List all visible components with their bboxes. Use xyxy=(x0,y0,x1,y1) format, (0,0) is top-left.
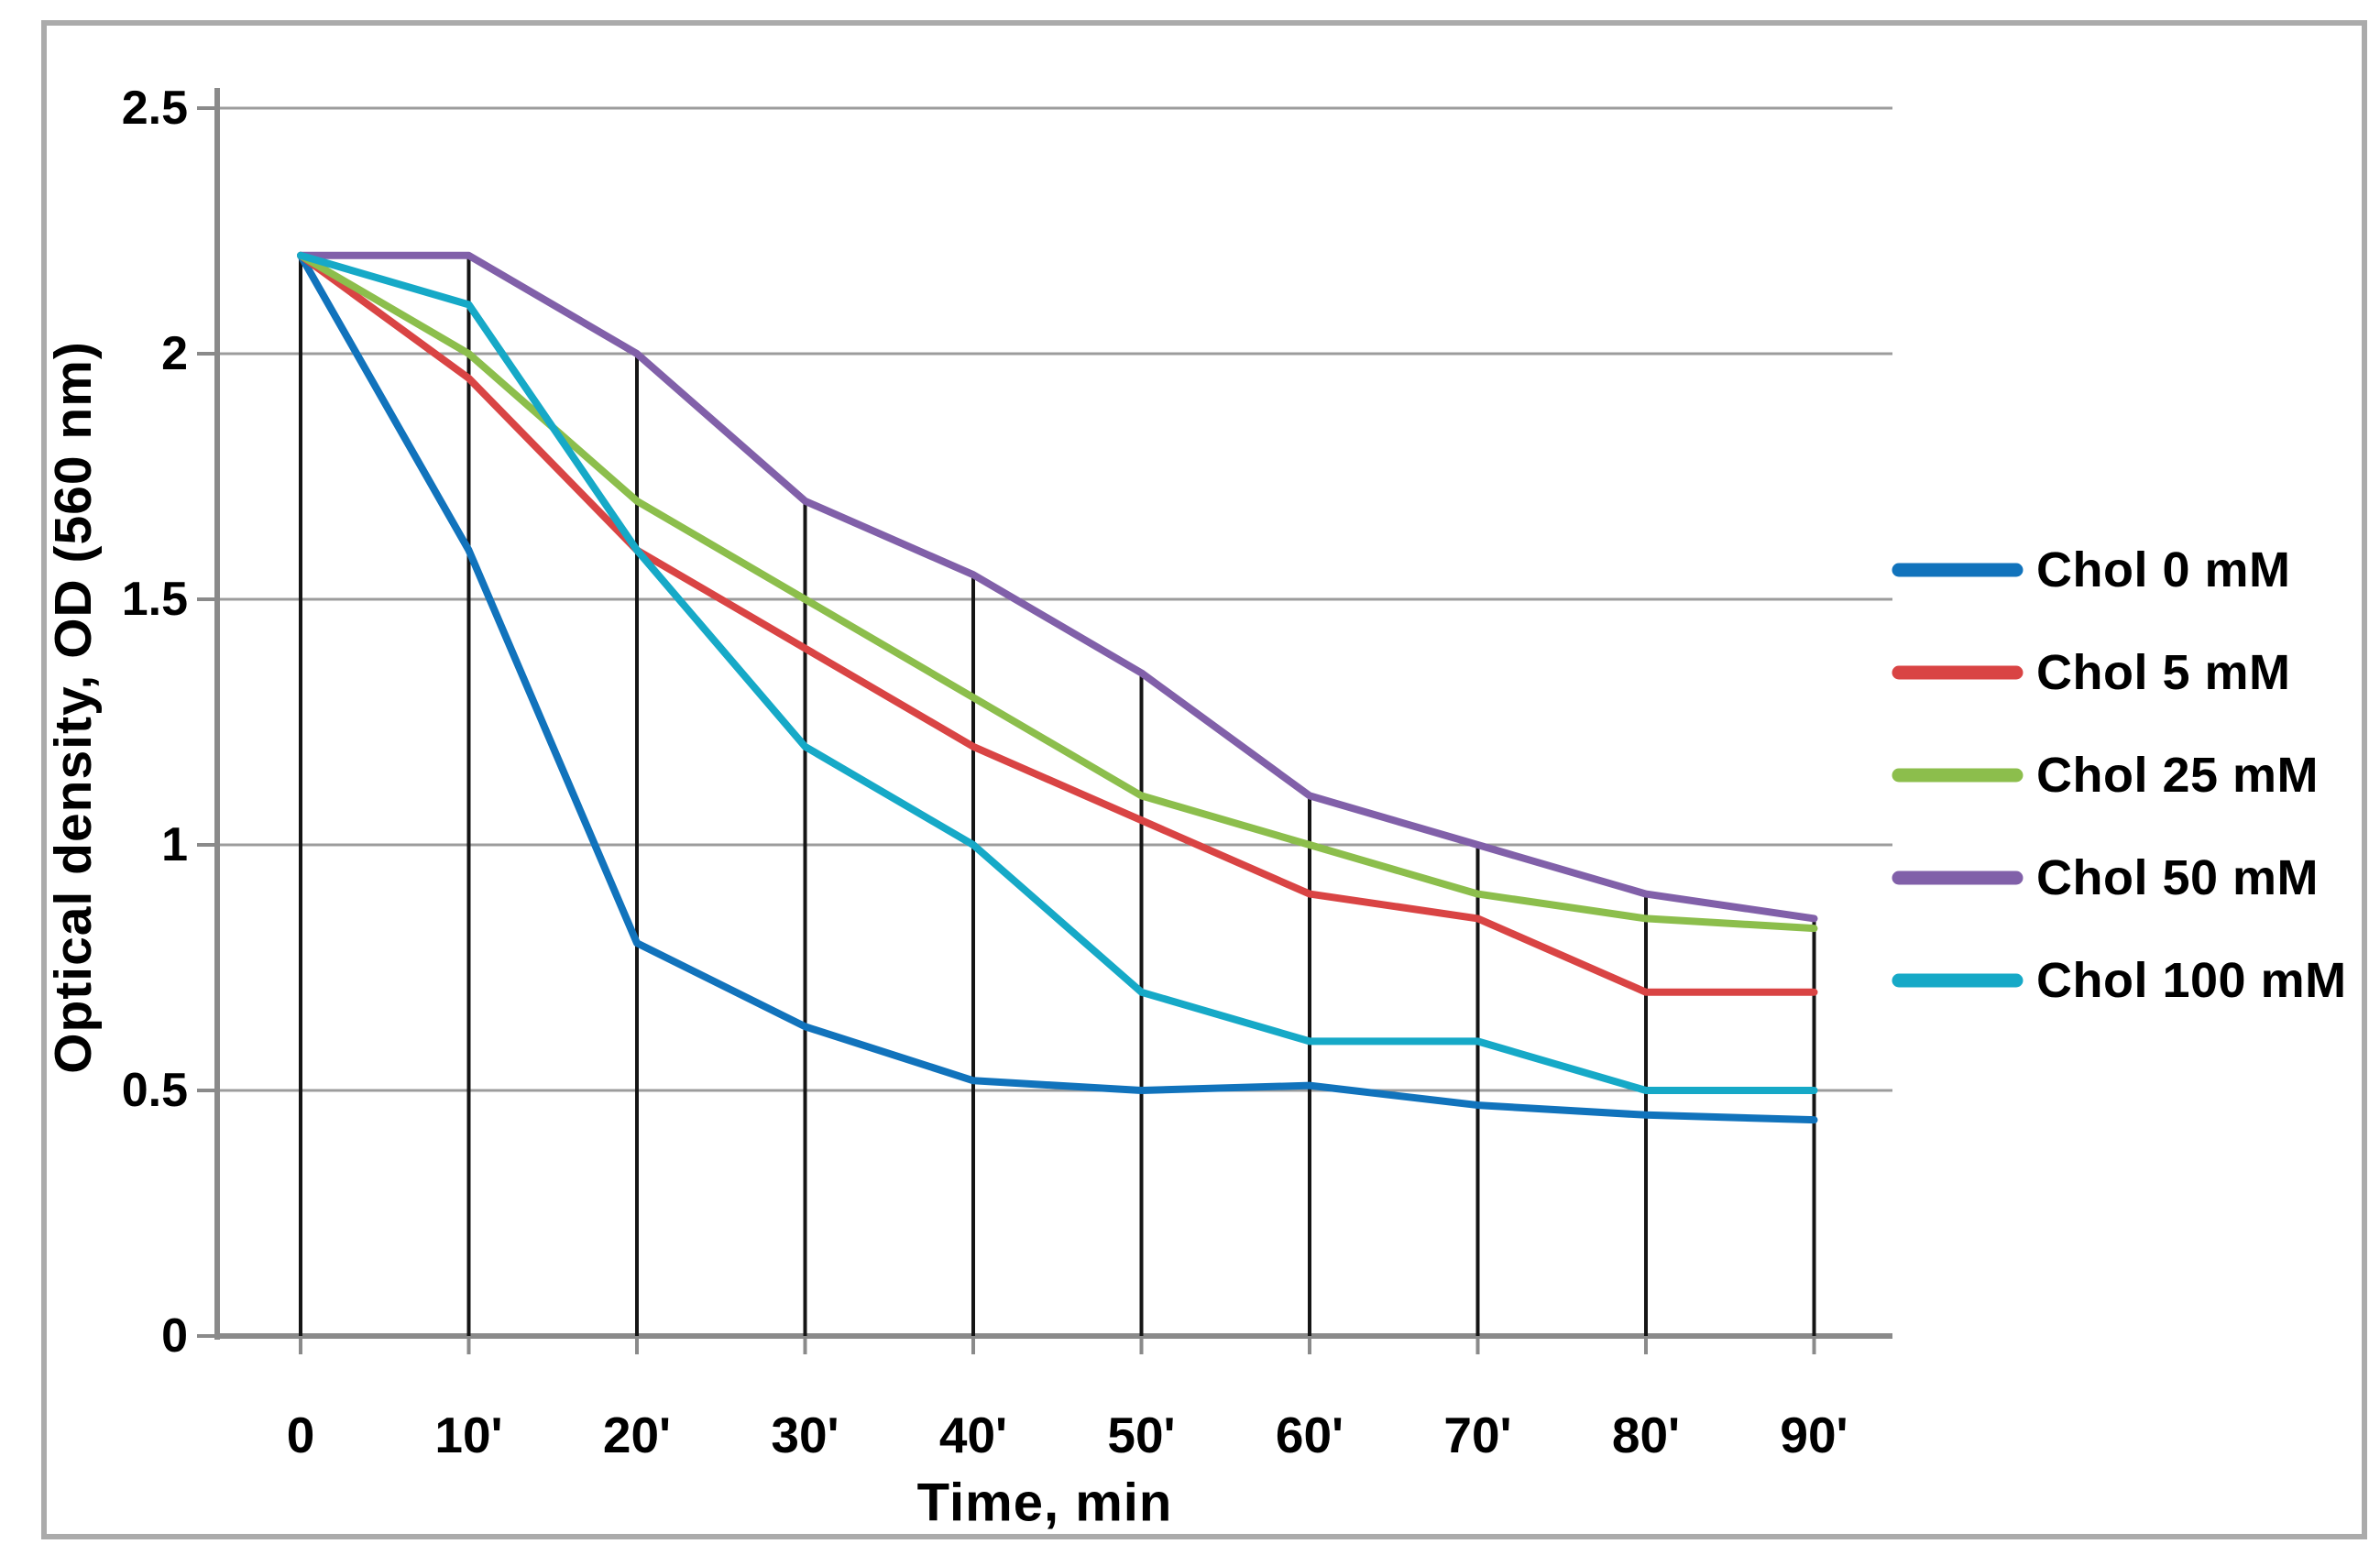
x-tick-label-70': 70' xyxy=(1443,1407,1511,1463)
gridline-layer xyxy=(215,106,1892,1339)
x-tick-label-0: 0 xyxy=(287,1407,315,1463)
series-line-chol-100-mm xyxy=(297,251,1818,1094)
x-tick-label-30': 30' xyxy=(771,1407,839,1463)
x-tick-label-50': 50' xyxy=(1107,1407,1175,1463)
y-tick-label-2: 2 xyxy=(161,327,188,380)
legend-label: Chol 0 mM xyxy=(2036,542,2291,597)
x-tick-label-10': 10' xyxy=(434,1407,502,1463)
legend-item-chol-5-mm: Chol 5 mM xyxy=(1892,645,2291,700)
series-line-chol-50-mm xyxy=(297,251,1818,923)
x-tick-label-20': 20' xyxy=(603,1407,671,1463)
legend-item-chol-100-mm: Chol 100 mM xyxy=(1892,953,2347,1008)
legend-item-chol-0-mm: Chol 0 mM xyxy=(1892,542,2291,597)
tick-label-layer: 0 0.5 1 1.5 2 2.5 0 10' 20' 30' 40' 50' 60' 70' 80' 90' xyxy=(122,82,1848,1463)
legend-label: Chol 5 mM xyxy=(2036,645,2291,700)
series-line-chol-0-mm xyxy=(297,251,1818,1124)
x-tick-label-60': 60' xyxy=(1276,1407,1344,1463)
series-line-chol-25-mm xyxy=(297,251,1818,933)
legend-label: Chol 50 mM xyxy=(2036,850,2319,905)
x-tick-label-90': 90' xyxy=(1780,1407,1848,1463)
x-axis-title: Time, min xyxy=(916,1473,1173,1533)
x-tick-label-80': 80' xyxy=(1612,1407,1680,1463)
dropline-layer xyxy=(299,255,1816,1336)
legend: Chol 0 mM Chol 5 mM Chol 25 mM Chol 50 mM Ch… xyxy=(1892,542,2347,1008)
legend-label: Chol 100 mM xyxy=(2036,953,2347,1008)
series-line-chol-5-mm xyxy=(297,251,1818,996)
x-tick-label-40': 40' xyxy=(939,1407,1007,1463)
y-tick-label-1: 1 xyxy=(161,818,188,871)
legend-label: Chol 25 mM xyxy=(2036,748,2319,803)
y-axis-title: Optical density, OD (560 nm) xyxy=(44,341,103,1074)
axis-layer xyxy=(197,88,1816,1354)
series-layer xyxy=(297,251,1818,1124)
y-tick-label-2.5: 2.5 xyxy=(122,82,188,135)
y-tick-label-1.5: 1.5 xyxy=(122,573,188,626)
y-tick-label-0.5: 0.5 xyxy=(122,1064,188,1117)
legend-item-chol-25-mm: Chol 25 mM xyxy=(1892,748,2319,803)
legend-item-chol-50-mm: Chol 50 mM xyxy=(1892,850,2319,905)
y-tick-label-0: 0 xyxy=(161,1309,188,1363)
